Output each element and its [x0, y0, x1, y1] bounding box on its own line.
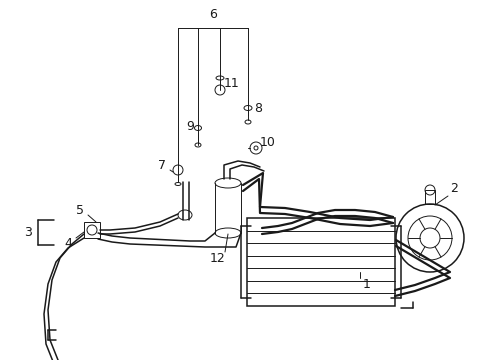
Text: 2: 2	[449, 181, 457, 194]
Text: 5: 5	[76, 203, 84, 216]
Text: 12: 12	[210, 252, 225, 265]
Text: 9: 9	[185, 120, 194, 132]
Text: 6: 6	[209, 8, 217, 21]
Text: 11: 11	[224, 77, 240, 90]
Text: 10: 10	[260, 135, 275, 149]
Bar	[424, 190, 434, 204]
Text: 8: 8	[253, 102, 262, 114]
Text: 7: 7	[158, 158, 165, 171]
Bar	[84, 222, 100, 238]
Bar	[246, 218, 394, 306]
Text: 3: 3	[24, 225, 32, 239]
Text: 1: 1	[362, 279, 370, 292]
Text: 4: 4	[64, 237, 72, 249]
